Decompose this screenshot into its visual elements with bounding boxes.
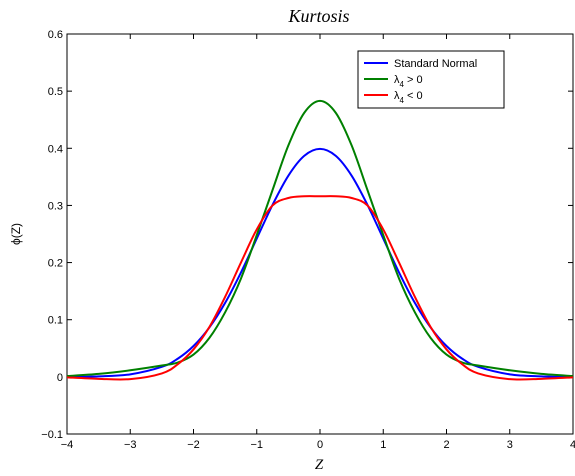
x-tick-label: −4 bbox=[61, 439, 74, 451]
series-lines bbox=[66, 99, 574, 381]
legend-entry-positive-kurtosis: λ4 > 0 bbox=[394, 74, 423, 89]
y-tick-label: −0.1 bbox=[41, 429, 63, 441]
x-tick-label: 0 bbox=[317, 439, 323, 451]
negative-kurtosis-line bbox=[66, 195, 574, 381]
y-axis-label: ϕ(Z) bbox=[9, 223, 23, 245]
legend: Standard Normal λ4 > 0λ4 < 0 bbox=[357, 50, 505, 109]
y-tick-label: 0.1 bbox=[48, 315, 63, 327]
chart-title: Kurtosis bbox=[287, 6, 349, 26]
x-tick-label: −3 bbox=[124, 439, 137, 451]
x-tick-label: 3 bbox=[507, 439, 513, 451]
axes: −4 −3 −2 −1 0 1 2 3 4 −0.1 0 0.1 0.2 0.3 0.4 0.5 0.6 bbox=[41, 29, 575, 451]
y-tick-label: 0.5 bbox=[48, 86, 63, 98]
standard-normal-line bbox=[66, 147, 574, 378]
y-tick-label: 0.2 bbox=[48, 258, 63, 270]
legend-entry-standard-normal: Standard Normal bbox=[394, 58, 477, 70]
y-tick-label: 0.3 bbox=[48, 200, 63, 212]
x-tick-label: 1 bbox=[380, 439, 386, 451]
x-tick-label: −1 bbox=[250, 439, 263, 451]
y-tick-label: 0 bbox=[57, 372, 63, 384]
y-tick-label: 0.6 bbox=[48, 29, 63, 41]
x-tick-label: 4 bbox=[570, 439, 575, 451]
x-tick-label: 2 bbox=[443, 439, 449, 451]
x-tick-label: −2 bbox=[187, 439, 200, 451]
legend-entry-negative-kurtosis: λ4 < 0 bbox=[394, 90, 423, 105]
x-axis-label: Z bbox=[315, 457, 324, 473]
y-tick-label: 0.4 bbox=[48, 143, 63, 155]
